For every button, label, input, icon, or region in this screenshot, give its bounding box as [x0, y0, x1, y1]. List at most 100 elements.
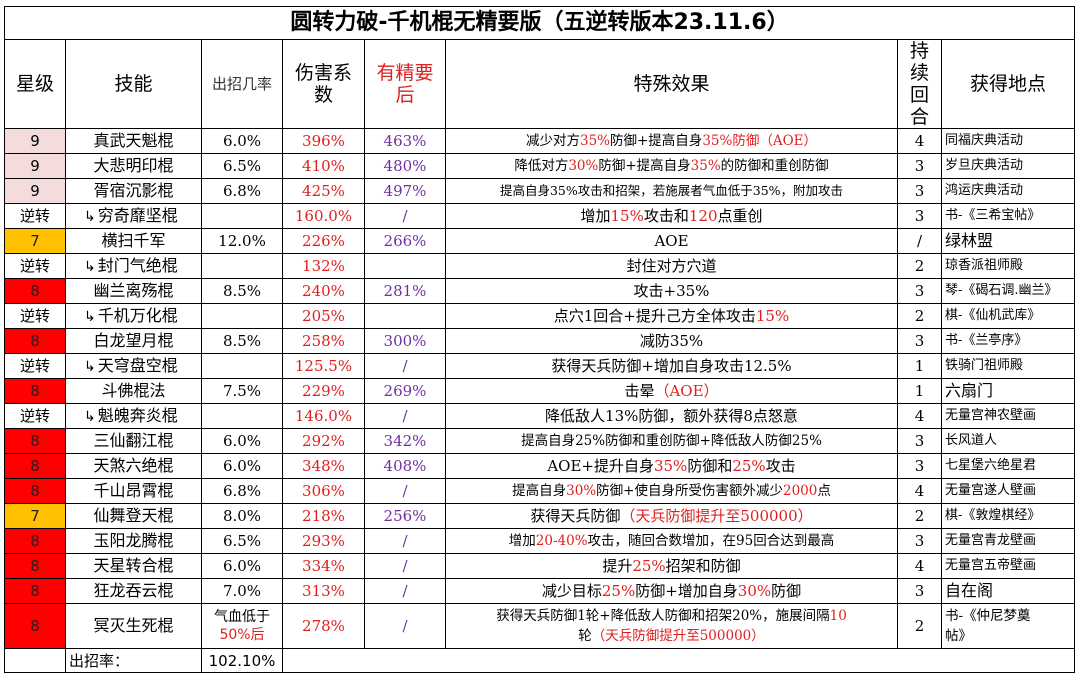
effect-cell: 提升25%招架和防御	[445, 553, 898, 579]
table-row: 7 仙舞登天棍 8.0% 218% 256% 获得天兵防御（天兵防御提升至500000） 2…	[4, 503, 1076, 529]
source-cell: 六扇门	[940, 378, 1076, 404]
coef-essence-cell: 256%	[364, 503, 446, 529]
skill-name-cell: 横扫千军	[65, 228, 202, 254]
effect-text: 35%	[702, 133, 733, 149]
effect-text: 25%	[732, 457, 766, 475]
rate-cell	[201, 403, 283, 429]
effect-text: 降低敌人13%防御，额外获得8点怒意	[545, 407, 798, 425]
skill-name-cell: 冥灭生死棍	[65, 603, 202, 649]
skill-name-cell: ↳ 封门气绝棍	[65, 253, 202, 279]
footer-blank	[281, 648, 1076, 673]
effect-text: 提高自身25%防御和重创防御+降低敌人防御25%	[521, 433, 822, 449]
effect-text: （天兵防御提升至500000）	[591, 628, 765, 644]
effect-text: 2000	[782, 483, 818, 499]
skill-name: 千山昂霄棍	[93, 481, 174, 500]
effect-text: 获得天兵防御	[530, 507, 621, 525]
skill-name-cell: 大悲明印棍	[65, 153, 202, 179]
coef-cell: 226%	[282, 228, 365, 254]
skill-name-cell: 三仙翻江棍	[65, 428, 202, 454]
table-row: 8 白龙望月棍 8.5% 258% 300% 减防35% 3 书-《兰亭序》	[4, 328, 1076, 354]
skill-name-cell: 天煞六绝棍	[65, 453, 202, 479]
effect-text: 提高自身	[512, 483, 567, 499]
coef-cell: 425%	[282, 178, 365, 204]
header-coef: 伤害系数	[282, 39, 365, 129]
duration-cell: 2	[897, 303, 942, 329]
effect-text: 增加	[580, 207, 611, 225]
skill-name-cell: 狂龙吞云棍	[65, 578, 202, 604]
effect-cell: AOE+提升自身35%防御和25%攻击	[445, 453, 898, 479]
skill-name-cell: ↳ 千机万化棍	[65, 303, 202, 329]
effect-text: 减少对方	[525, 133, 580, 149]
sub-arrow-icon: ↳	[84, 358, 96, 375]
skill-name: 白龙望月棍	[93, 331, 174, 350]
effect-cell: 击晕（AOE）	[445, 378, 898, 404]
coef-essence-cell	[364, 303, 446, 329]
effect-text: AOE	[654, 232, 689, 250]
footer-empty	[4, 648, 66, 673]
duration-cell: 4	[897, 403, 942, 429]
duration-cell: 1	[897, 378, 942, 404]
table-row: 逆转 ↳ 穷奇靡坚棍 160.0% / 增加15%攻击和120点重创 3 书-《三希宝帖》	[4, 203, 1076, 229]
effect-cell: 减防35%	[445, 328, 898, 354]
duration-cell: 3	[897, 328, 942, 354]
header-star: 星级	[4, 39, 66, 129]
effect-text: 30%	[737, 582, 772, 600]
effect-text: （AOE）	[654, 382, 719, 400]
table-title: 圆转力破-千机棍无精要版（五逆转版本23.11.6）	[3, 6, 1076, 40]
coef-essence-cell: 300%	[364, 328, 446, 354]
skill-name-cell: ↳ 魁魄奔炎棍	[65, 403, 202, 429]
effect-cell: AOE	[445, 228, 898, 254]
coef-cell: 160.0%	[282, 203, 365, 229]
coef-essence-cell: /	[364, 478, 446, 504]
coef-essence-cell: 463%	[364, 128, 446, 154]
rate-line: 气血低于	[214, 609, 270, 625]
effect-text: 点	[817, 483, 831, 499]
effect-text: 攻击+35%	[633, 282, 710, 300]
effect-cell: 获得天兵防御1轮+降低敌人防御和招架20%，施展间隔10 轮（天兵防御提升至500…	[445, 603, 898, 649]
table-row: 8 幽兰离殇棍 8.5% 240% 281% 攻击+35% 3 琴-《碣石调.幽兰》	[4, 278, 1076, 304]
coef-essence-cell: /	[364, 603, 446, 649]
coef-essence-cell: /	[364, 353, 446, 379]
effect-text: 防御+使自身所受伤害额外减少	[596, 483, 783, 499]
duration-cell: 1	[897, 353, 942, 379]
star-cell: 9	[4, 153, 66, 179]
effect-text: 35%	[579, 133, 610, 149]
effect-cell: 提高自身25%防御和重创防御+降低敌人防御25%	[445, 428, 898, 454]
coef-cell: 348%	[282, 453, 365, 479]
coef-essence-cell: /	[364, 553, 446, 579]
effect-text: 20-40%	[535, 533, 588, 549]
sub-arrow-icon: ↳	[84, 208, 96, 225]
rate-cell: 12.0%	[201, 228, 283, 254]
duration-cell: 3	[897, 453, 942, 479]
star-cell: 逆转	[4, 403, 66, 429]
skill-name: 穷奇靡坚棍	[97, 205, 178, 225]
effect-text: 35%	[690, 158, 721, 174]
skill-name: 封门气绝棍	[97, 255, 178, 275]
effect-text: 防御+提高自身	[598, 158, 691, 174]
coef-cell: 125.5%	[282, 353, 365, 379]
effect-line: 获得天兵防御1轮+降低敌人防御和招架20%，施展间隔10	[449, 606, 894, 626]
table-row: 9 真武天魁棍 6.0% 396% 463% 减少对方35%防御+提高自身35%防御（AO…	[4, 128, 1076, 154]
source-cell: 书-《兰亭序》	[940, 328, 1076, 354]
effect-text: 攻击和	[643, 207, 689, 225]
source-cell: 琼香派祖师殿	[940, 253, 1076, 279]
source-cell: 绿林盟	[940, 228, 1076, 254]
header-row: 星级 技能 出招几率 伤害系数 有精要后 特殊效果 持续回合 获得地点	[4, 39, 1076, 129]
table-row: 8 玉阳龙腾棍 6.5% 293% / 增加20-40%攻击，随回合数增加，在95回合达到…	[4, 528, 1076, 554]
source-cell: 长风道人	[940, 428, 1076, 454]
effect-cell: 攻击+35%	[445, 278, 898, 304]
effect-text: 15%	[755, 307, 790, 325]
effect-text: 30%	[566, 483, 597, 499]
effect-cell: 提高自身35%攻击和招架，若施展者气血低于35%，附加攻击	[445, 178, 898, 204]
effect-cell: 降低敌人13%防御，额外获得8点怒意	[445, 403, 898, 429]
effect-text: 10	[829, 608, 847, 624]
duration-cell: 2	[897, 603, 942, 649]
table-row: 7 横扫千军 12.0% 226% 266% AOE / 绿林盟	[4, 228, 1076, 254]
coef-cell: 146.0%	[282, 403, 365, 429]
effect-cell: 增加15%攻击和120点重创	[445, 203, 898, 229]
rate-cell: 7.0%	[201, 578, 283, 604]
skill-name: 仙舞登天棍	[93, 506, 174, 525]
duration-cell: 3	[897, 153, 942, 179]
effect-text: 招架和防御	[665, 557, 741, 575]
table-row: 逆转 ↳ 魁魄奔炎棍 146.0% / 降低敌人13%防御，额外获得8点怒意 4 无量宫神农壁…	[4, 403, 1076, 429]
